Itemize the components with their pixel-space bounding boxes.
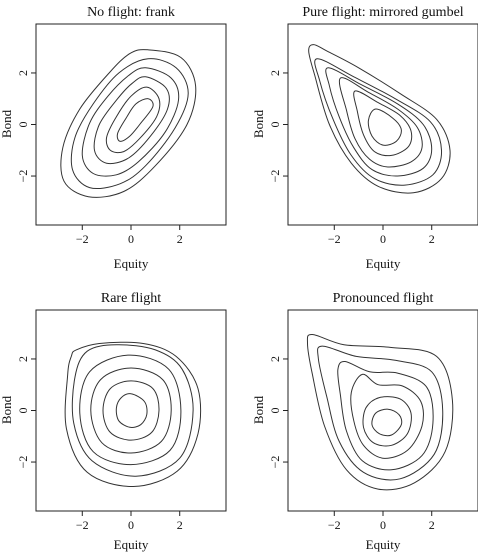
plot-frame	[35, 23, 227, 226]
contour-line	[325, 67, 433, 177]
x-tick-label: 2	[429, 518, 435, 532]
y-tick-label: 2	[268, 70, 282, 76]
contour-line	[79, 354, 182, 466]
contour-line	[350, 373, 424, 459]
y-axis-label: Bond	[251, 395, 266, 424]
y-tick-label: −2	[16, 170, 30, 183]
panel-title: Pure flight: mirrored gumbel	[302, 5, 463, 20]
x-tick-label: 2	[177, 518, 183, 532]
y-tick-label: 2	[268, 356, 282, 362]
contour-line	[338, 77, 423, 168]
chart-panel-no-flight: No flight: frank Equity Bond −2 0 2 −2 0 2	[0, 5, 227, 271]
chart-panel-pronounced-flight: Pronounced flight Equity Bond −2 0 2 −2 0 2	[251, 291, 478, 552]
contour-line	[90, 367, 172, 454]
contour-line	[115, 393, 148, 428]
chart-panel-pure-flight: Pure flight: mirrored gumbel Equity Bond…	[251, 5, 478, 271]
y-axis-label: Bond	[0, 395, 14, 424]
contour-line	[367, 108, 402, 146]
contour-line	[314, 58, 443, 186]
x-tick-label: 2	[429, 232, 435, 246]
x-tick-label: 0	[380, 518, 386, 532]
contour-line	[353, 90, 413, 157]
x-tick-label: −2	[76, 232, 89, 246]
y-tick-label: 0	[268, 408, 282, 414]
contour-line	[337, 360, 434, 471]
contour-line	[93, 76, 170, 165]
x-axis-label: Equity	[366, 256, 401, 271]
contour-line	[81, 67, 180, 177]
contour-line	[60, 49, 197, 198]
x-tick-label: 0	[128, 518, 134, 532]
x-axis-label: Equity	[114, 537, 149, 552]
contour-line	[371, 408, 403, 437]
contour-line	[105, 86, 161, 154]
y-tick-label: −2	[16, 456, 30, 469]
y-axis-label: Bond	[0, 109, 14, 138]
plot-frame	[35, 309, 227, 512]
chart-panel-rare-flight: Rare flight Equity Bond −2 0 2 −2 0 2	[0, 291, 227, 552]
contour-line	[70, 58, 189, 190]
y-tick-label: 0	[16, 122, 30, 128]
y-axis-label: Bond	[251, 109, 266, 138]
x-axis-label: Equity	[366, 537, 401, 552]
contour-line	[308, 44, 451, 194]
contour-line	[317, 345, 444, 481]
contour-line	[116, 98, 154, 142]
x-tick-label: 0	[128, 232, 134, 246]
panel-title: No flight: frank	[87, 5, 175, 20]
y-tick-label: 0	[268, 122, 282, 128]
contour-line	[71, 344, 194, 477]
panel-title: Rare flight	[101, 291, 161, 306]
y-tick-label: 2	[16, 70, 30, 76]
x-tick-label: −2	[76, 518, 89, 532]
x-tick-label: 2	[177, 232, 183, 246]
panel-title: Pronounced flight	[333, 291, 434, 306]
contour-line	[64, 341, 202, 488]
contour-line	[102, 380, 160, 441]
y-tick-label: −2	[268, 170, 282, 183]
plot-frame	[287, 309, 478, 512]
y-tick-label: 2	[16, 356, 30, 362]
y-tick-label: −2	[268, 456, 282, 469]
plot-frame	[287, 23, 478, 226]
x-axis-label: Equity	[114, 256, 149, 271]
contour-line	[306, 333, 454, 491]
x-tick-label: 0	[380, 232, 386, 246]
x-tick-label: −2	[328, 518, 341, 532]
x-tick-label: −2	[328, 232, 341, 246]
y-tick-label: 0	[16, 408, 30, 414]
contour-line	[362, 396, 412, 447]
